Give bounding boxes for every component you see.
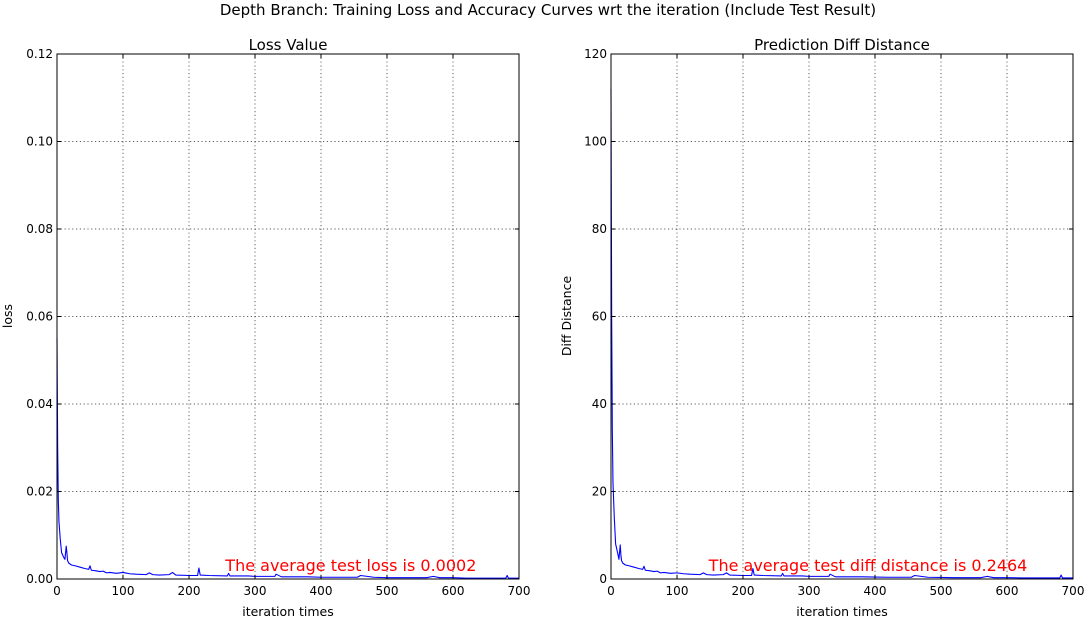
diff-y-tick-label: 80 — [592, 222, 607, 236]
diff-y-tick-label: 20 — [592, 485, 607, 499]
diff-y-axis-label: Diff Distance — [559, 276, 574, 357]
loss-y-tick-label: 0.00 — [26, 572, 53, 586]
diff-chart-title: Prediction Diff Distance — [754, 36, 930, 54]
loss-x-tick-label: 100 — [112, 584, 135, 598]
diff-x-tick-label: 200 — [732, 584, 755, 598]
loss-x-tick-label: 600 — [442, 584, 465, 598]
loss-y-tick-label: 0.04 — [26, 397, 53, 411]
loss-x-tick-label: 300 — [244, 584, 267, 598]
loss-chart-grid — [57, 54, 519, 579]
figure-title: Depth Branch: Training Loss and Accuracy… — [220, 1, 876, 19]
diff-x-tick-label: 400 — [864, 584, 887, 598]
loss-chart-ticks: 0 100 200 300 400 500 600 700 0.00 0.02 0.04 0.06 0.… — [26, 47, 530, 598]
diff-x-tick-label: 300 — [798, 584, 821, 598]
loss-y-tick-label: 0.02 — [26, 485, 53, 499]
diff-y-tick-label: 0 — [599, 572, 607, 586]
loss-y-axis-label: loss — [0, 304, 15, 328]
loss-y-tick-label: 0.10 — [26, 135, 53, 149]
loss-x-tick-label: 400 — [310, 584, 333, 598]
loss-chart: Loss Value 0 100 200 300 400 500 600 700 0.00 0.0… — [0, 36, 530, 618]
diff-x-tick-label: 600 — [996, 584, 1019, 598]
loss-series-layer — [56, 338, 519, 579]
diff-y-tick-label: 100 — [584, 135, 607, 149]
diff-x-axis-label: iteration times — [796, 604, 888, 618]
loss-series-line — [56, 338, 519, 579]
loss-y-tick-label: 0.08 — [26, 222, 53, 236]
loss-x-tick-label: 0 — [53, 584, 61, 598]
diff-x-tick-label: 700 — [1062, 584, 1085, 598]
diff-chart-ticks: 0 100 200 300 400 500 600 700 0 20 40 60 80 100 120 — [584, 47, 1084, 598]
diff-annotation: The average test diff distance is 0.2464 — [708, 556, 1028, 575]
diff-chart-grid — [611, 54, 1073, 579]
loss-y-tick-label: 0.12 — [26, 47, 53, 61]
diff-y-tick-label: 40 — [592, 397, 607, 411]
diff-series-layer — [610, 88, 1073, 579]
loss-x-tick-label: 700 — [508, 584, 531, 598]
diff-distance-chart: Prediction Diff Distance 0 100 200 300 400 50… — [559, 36, 1084, 618]
diff-x-tick-label: 0 — [607, 584, 615, 598]
loss-x-tick-label: 500 — [376, 584, 399, 598]
diff-x-tick-label: 500 — [930, 584, 953, 598]
loss-chart-title: Loss Value — [249, 36, 328, 54]
loss-x-axis-label: iteration times — [242, 604, 334, 618]
loss-x-tick-label: 200 — [178, 584, 201, 598]
diff-y-tick-label: 120 — [584, 47, 607, 61]
diff-y-tick-label: 60 — [592, 310, 607, 324]
loss-annotation: The average test loss is 0.0002 — [224, 556, 476, 575]
loss-y-tick-label: 0.06 — [26, 310, 53, 324]
diff-x-tick-label: 100 — [666, 584, 689, 598]
diff-series-line — [610, 88, 1073, 579]
